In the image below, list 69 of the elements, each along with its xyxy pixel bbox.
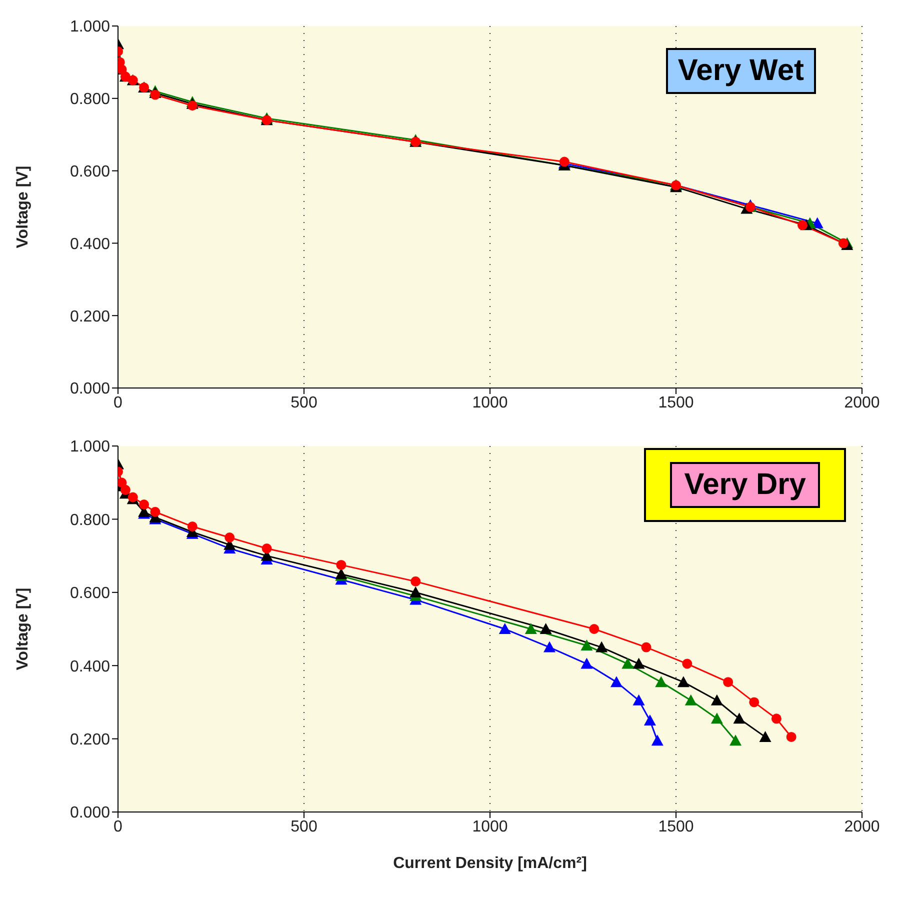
point xyxy=(644,714,656,726)
point xyxy=(589,624,600,634)
annotation: Very Dry xyxy=(670,462,820,508)
point xyxy=(759,730,772,742)
point xyxy=(580,658,593,669)
point xyxy=(262,543,272,554)
x-axis-title: Current Density [mA/cm²] xyxy=(393,855,587,872)
point xyxy=(797,220,808,230)
point xyxy=(540,623,552,634)
point xyxy=(336,560,346,570)
y-tick-label: 1.000 xyxy=(70,18,110,36)
point xyxy=(610,676,622,688)
y-tick-label: 0.800 xyxy=(70,512,110,529)
annotation: Very Wet xyxy=(666,48,816,94)
y-tick-label: 0.000 xyxy=(70,804,110,822)
y-axis-title: Voltage [V] xyxy=(14,588,32,670)
x-tick-label: 500 xyxy=(290,394,318,412)
x-tick-label: 2000 xyxy=(844,818,880,836)
y-axis-title: Voltage [V] xyxy=(14,166,32,248)
point xyxy=(771,714,782,724)
point xyxy=(723,677,734,688)
point xyxy=(187,522,198,532)
y-tick-label: 0.200 xyxy=(70,731,110,748)
x-tick-label: 2000 xyxy=(844,394,880,412)
point xyxy=(710,694,723,706)
point xyxy=(710,712,723,724)
point xyxy=(733,712,746,724)
point xyxy=(651,734,664,746)
point xyxy=(596,641,608,652)
point xyxy=(749,697,760,708)
x-tick-label: 1500 xyxy=(658,394,694,412)
y-tick-label: 1.000 xyxy=(70,438,110,456)
x-tick-label: 1000 xyxy=(472,394,508,412)
point xyxy=(641,642,652,652)
x-tick-label: 0 xyxy=(114,818,123,836)
point xyxy=(120,484,130,495)
point xyxy=(632,658,645,669)
point xyxy=(187,100,198,111)
point xyxy=(150,506,160,517)
point xyxy=(544,641,556,652)
point xyxy=(730,734,742,746)
y-tick-label: 0.000 xyxy=(70,380,110,398)
point xyxy=(580,639,593,650)
point xyxy=(838,238,848,248)
point xyxy=(677,676,690,688)
y-tick-label: 0.600 xyxy=(70,585,110,602)
point xyxy=(684,694,697,706)
point xyxy=(410,586,422,598)
point xyxy=(622,658,634,669)
point xyxy=(524,623,537,634)
point xyxy=(150,90,160,100)
x-tick-label: 500 xyxy=(290,818,318,836)
x-tick-label: 0 xyxy=(114,394,123,412)
point xyxy=(118,478,127,488)
x-tick-label: 1500 xyxy=(658,818,694,836)
y-tick-label: 0.600 xyxy=(70,163,110,180)
x-tick-label: 1000 xyxy=(472,818,508,836)
y-tick-label: 0.200 xyxy=(70,308,110,326)
point xyxy=(498,623,511,634)
point xyxy=(224,532,235,542)
point xyxy=(410,576,421,586)
y-tick-label: 0.400 xyxy=(70,236,110,253)
point xyxy=(632,694,645,706)
point xyxy=(655,676,668,688)
point xyxy=(786,732,796,742)
y-tick-label: 0.400 xyxy=(70,658,110,676)
y-tick-label: 0.800 xyxy=(70,91,110,108)
point xyxy=(682,658,692,669)
point xyxy=(139,500,150,510)
